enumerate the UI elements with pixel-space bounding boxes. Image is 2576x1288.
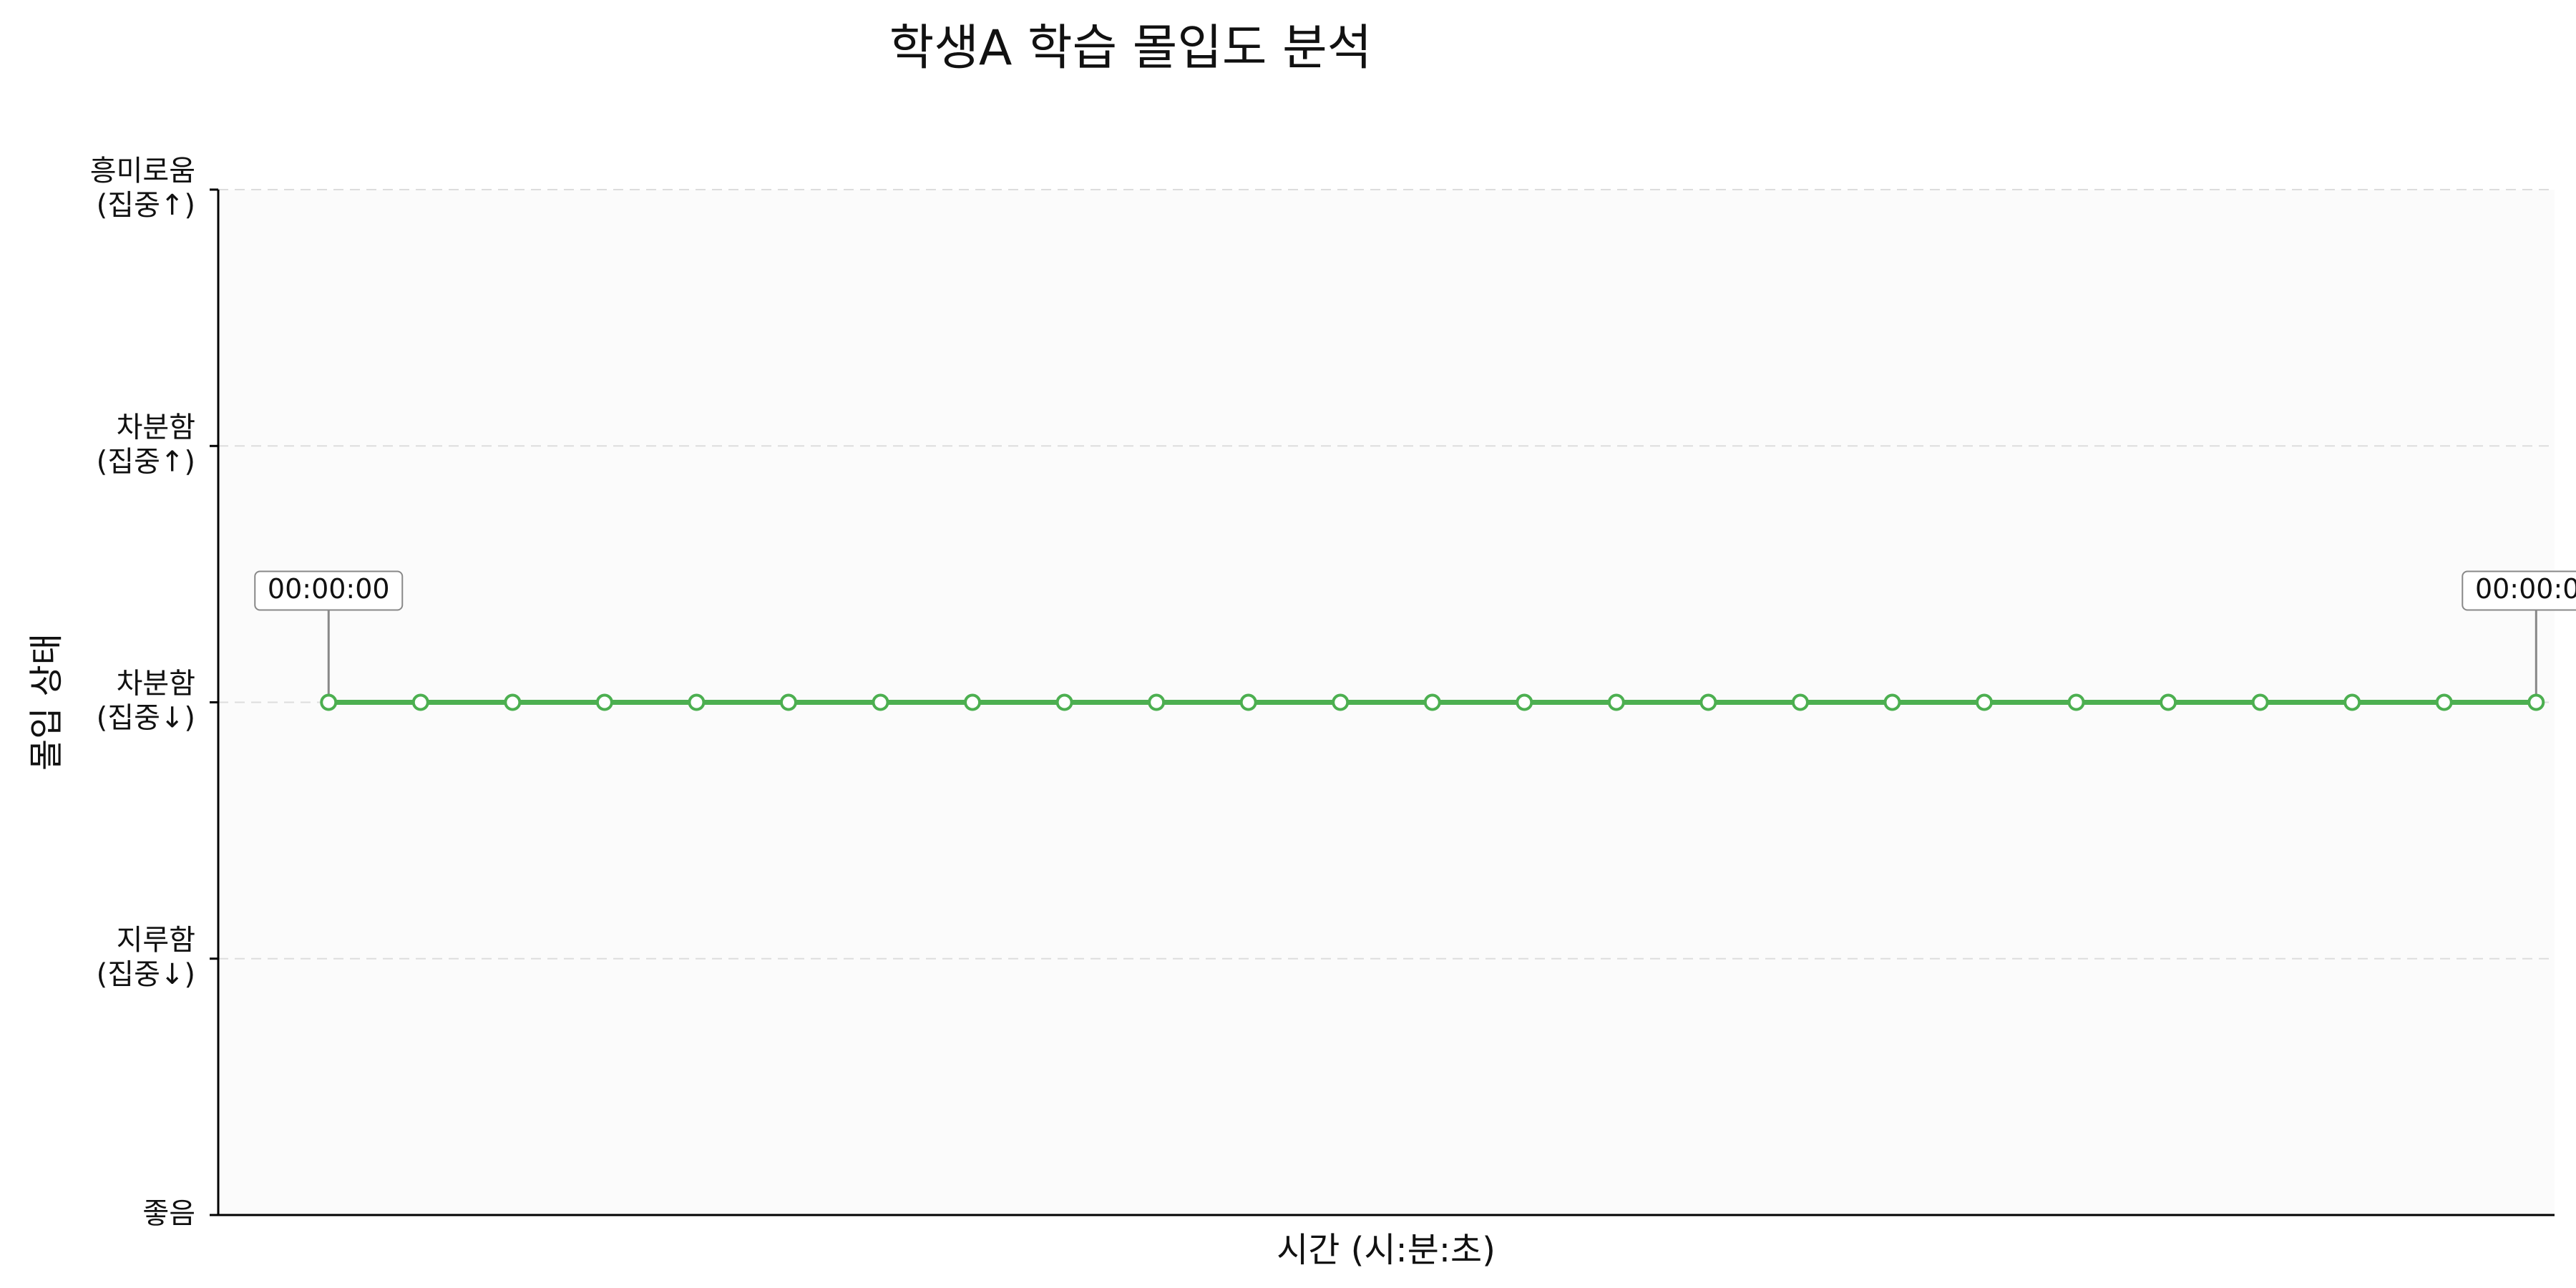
data-point — [1148, 693, 1166, 711]
y-tick-label: 차분함 — [117, 411, 195, 444]
series — [320, 693, 2545, 711]
data-point — [2251, 693, 2269, 711]
data-point — [504, 693, 522, 711]
data-point — [2067, 693, 2085, 711]
data-point — [411, 693, 429, 711]
data-point — [1699, 693, 1717, 711]
y-tick-label: 흥미로움 — [90, 155, 195, 187]
data-point — [1332, 693, 1350, 711]
data-point — [688, 693, 706, 711]
y-tick-label: (집중↓) — [97, 958, 195, 991]
data-point — [1516, 693, 1533, 711]
y-tick-label: 지루함 — [117, 924, 195, 957]
y-tick-label: (집중↑) — [97, 189, 195, 222]
data-point — [2160, 693, 2177, 711]
data-point — [1423, 693, 1441, 711]
data-point — [1239, 693, 1257, 711]
annotation-label: 00:00:01 — [2475, 573, 2576, 605]
y-tick-label: (집중↑) — [97, 445, 195, 478]
data-point — [872, 693, 889, 711]
y-tick-label: 차분함 — [117, 668, 195, 701]
data-point — [2435, 693, 2453, 711]
data-point — [1976, 693, 1994, 711]
data-point — [595, 693, 613, 711]
data-point — [779, 693, 797, 711]
data-point — [1791, 693, 1809, 711]
data-point — [1055, 693, 1073, 711]
data-point — [964, 693, 982, 711]
data-point — [1883, 693, 1901, 711]
data-point — [320, 693, 338, 711]
annotation-label: 00:00:00 — [268, 573, 390, 605]
data-point — [1607, 693, 1625, 711]
y-tick-label: (집중↓) — [97, 702, 195, 735]
x-axis-label: 시간 (시:분:초) — [1277, 1230, 1496, 1270]
annotation-box — [2462, 570, 2576, 611]
data-point — [2527, 693, 2545, 711]
chart-title: 학생A 학습 몰입도 분석 — [889, 20, 1372, 77]
annotations: 00:00:00 00:00:01 — [254, 570, 2576, 703]
y-axis-label: 몰입 상태 — [26, 633, 67, 771]
y-tick-label: 좋음 — [142, 1197, 195, 1230]
data-point — [2343, 693, 2361, 711]
annotation-box — [254, 570, 404, 611]
